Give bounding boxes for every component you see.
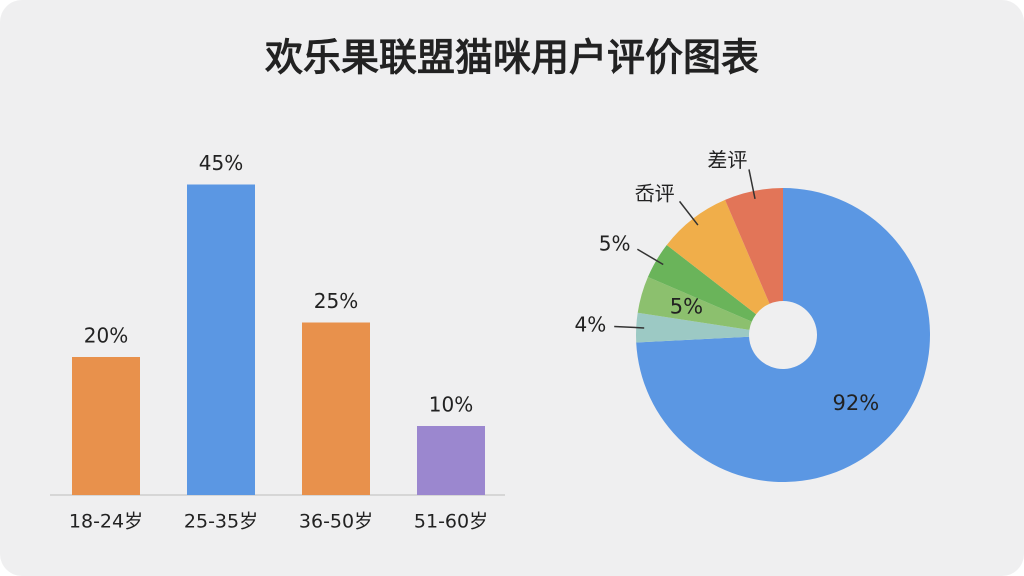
chart-title: 欢乐果联盟猫咪用户评价图表 xyxy=(264,36,759,80)
x-tick-label: 51-60岁 xyxy=(414,511,488,533)
bar xyxy=(417,426,485,495)
pie-slice xyxy=(636,312,750,343)
bar xyxy=(302,322,370,495)
slice-label: 差评 xyxy=(707,148,747,172)
value-label: 25% xyxy=(314,289,358,313)
pie-slice xyxy=(637,277,752,330)
pie-slice xyxy=(647,245,757,322)
value-label: 45% xyxy=(199,151,243,175)
leader-line xyxy=(748,169,756,199)
bar xyxy=(72,357,140,495)
slice-label: 5% xyxy=(599,232,631,256)
slice-label: 岙评 xyxy=(635,182,675,206)
leader-line xyxy=(614,325,645,329)
value-label: 20% xyxy=(84,324,128,348)
leader-line xyxy=(678,200,699,226)
x-tick-label: 36-50岁 xyxy=(299,511,373,533)
pie-slice xyxy=(725,188,783,304)
bar xyxy=(187,184,255,495)
x-tick-label: 18-24岁 xyxy=(69,511,143,533)
slice-label: 4% xyxy=(574,313,606,337)
pie-slice xyxy=(666,199,770,315)
slice-label: 92% xyxy=(832,391,879,415)
value-label: 10% xyxy=(429,393,473,417)
pie-slice xyxy=(636,188,930,482)
slice-label: 5% xyxy=(670,294,703,318)
x-tick-label: 25-35岁 xyxy=(184,511,258,533)
leader-line xyxy=(636,248,664,266)
